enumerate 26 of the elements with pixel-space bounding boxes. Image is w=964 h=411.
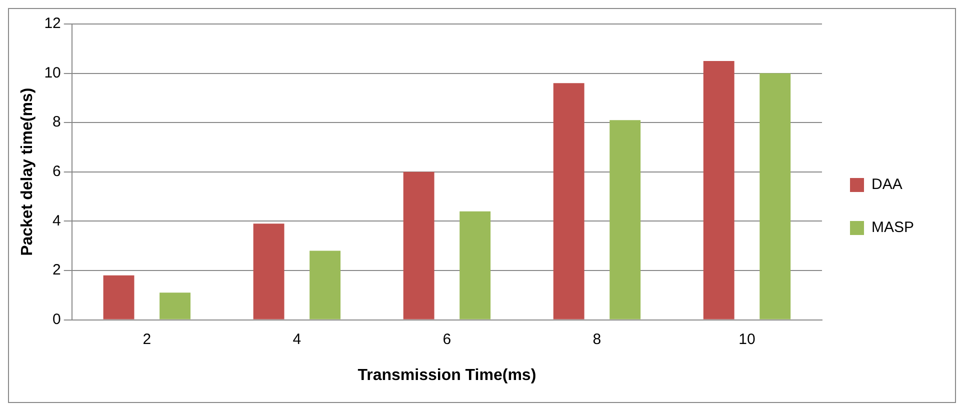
y-tick-label: 6	[52, 163, 61, 180]
bar	[403, 172, 434, 320]
bar	[310, 250, 341, 320]
y-tick-label: 12	[44, 15, 61, 32]
legend-label: MASP	[871, 219, 914, 236]
bar	[460, 211, 491, 320]
x-tick-label: 6	[442, 330, 452, 348]
bar	[610, 120, 641, 320]
bar	[103, 275, 134, 320]
x-tick-label: 10	[738, 330, 756, 348]
x-tick-label: 2	[142, 330, 152, 348]
x-axis-title: Transmission Time(ms)	[358, 366, 536, 384]
bar	[553, 83, 584, 320]
x-tick-label: 4	[292, 330, 302, 348]
x-tick-label: 8	[592, 330, 602, 348]
legend-label: DAA	[871, 176, 902, 194]
y-tick-label: 2	[52, 262, 61, 279]
y-axis-title: Packet delay time(ms)	[19, 88, 36, 256]
bar	[253, 224, 284, 320]
y-tick-label: 10	[44, 64, 61, 82]
y-tick-label: 0	[52, 310, 61, 328]
bar	[760, 73, 791, 320]
y-tick-label: 8	[52, 114, 61, 131]
y-tick-label: 4	[52, 212, 61, 230]
bar	[160, 292, 190, 320]
bar	[703, 60, 734, 320]
